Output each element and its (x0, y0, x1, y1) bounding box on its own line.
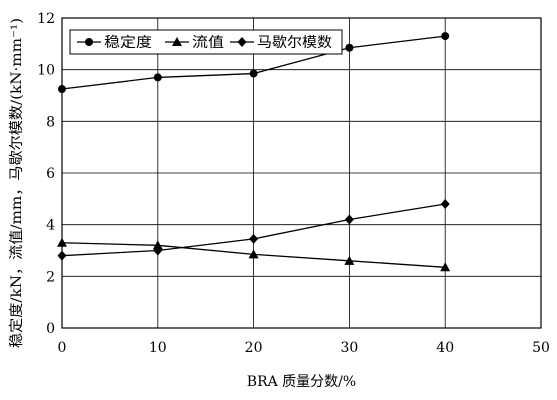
series-3 (57, 199, 450, 261)
data-point (441, 32, 450, 41)
data-point (153, 245, 163, 256)
legend-marker (85, 38, 93, 46)
data-point (248, 249, 259, 259)
x-tick-label: 0 (58, 340, 67, 356)
data-point (345, 43, 354, 52)
data-point (344, 214, 354, 225)
series-layer (57, 32, 451, 272)
legend-box (69, 29, 343, 55)
y-tick-label: 12 (37, 11, 55, 27)
x-tick-label: 50 (532, 340, 550, 356)
plot-frame (61, 17, 542, 329)
y-tick-label: 8 (46, 114, 55, 130)
legend-label: 马歇尔模数 (257, 35, 332, 51)
data-point (440, 199, 450, 209)
legend-marker (172, 37, 182, 46)
legend-items: 稳定度 流值 马歇尔模数 (77, 35, 332, 51)
x-tick-label: 40 (436, 340, 454, 356)
y-tick-label: 6 (46, 166, 55, 182)
data-point (440, 262, 451, 272)
y-tick-label: 0 (46, 321, 55, 337)
legend-item: 流值 (165, 35, 224, 51)
data-point (153, 73, 162, 82)
y-axis-title: 稳定度/kN，流值/mm，马歇尔模数/(kN·mm⁻¹) (9, 18, 25, 348)
x-tick-label: 20 (245, 340, 263, 356)
legend-marker (237, 37, 247, 47)
grid (62, 18, 541, 328)
legend-item: 稳定度 (77, 35, 152, 51)
legend-label: 流值 (192, 35, 224, 51)
series-2 (57, 237, 451, 272)
data-point (152, 240, 163, 250)
x-tick-label: 30 (340, 340, 358, 356)
y-tick-label: 10 (37, 63, 55, 79)
legend-label: 稳定度 (104, 35, 152, 51)
legend-item: 马歇尔模数 (230, 35, 332, 51)
data-point (344, 255, 355, 265)
tick-labels: 0 10 20 30 40 50 0 2 4 6 8 10 12 (37, 11, 550, 356)
legend: 稳定度 流值 马歇尔模数 (69, 29, 343, 55)
y-tick-label: 2 (46, 269, 55, 285)
data-point (249, 69, 258, 78)
data-point (249, 233, 259, 244)
y-tick-label: 4 (46, 218, 55, 234)
x-axis-title: BRA 质量分数/% (247, 374, 356, 390)
x-tick-label: 10 (149, 340, 167, 356)
